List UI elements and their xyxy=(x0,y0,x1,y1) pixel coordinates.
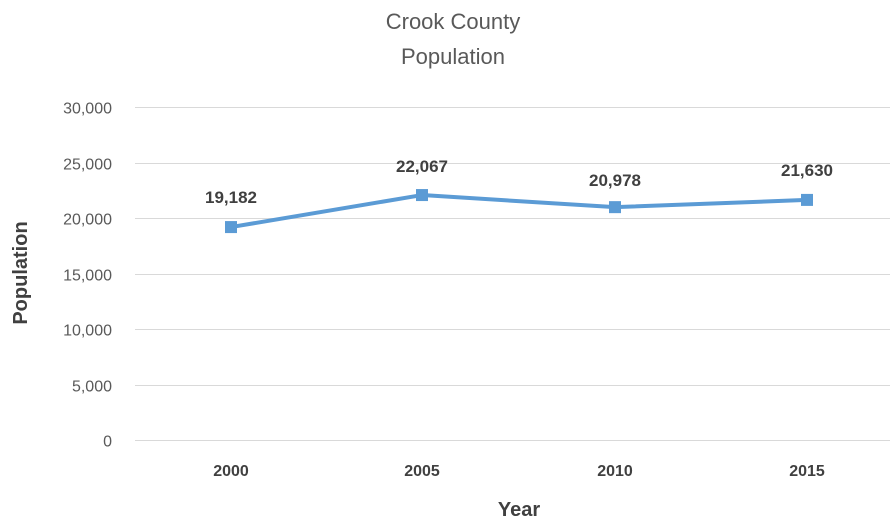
data-label: 20,978 xyxy=(589,171,641,190)
y-tick-label: 10,000 xyxy=(63,323,112,340)
y-tick-label: 20,000 xyxy=(63,212,112,229)
data-labels: 19,182 22,067 20,978 21,630 xyxy=(205,157,833,207)
x-tick-label: 2005 xyxy=(404,463,440,480)
y-tick-label: 30,000 xyxy=(63,101,112,118)
x-axis-ticks: 2000 2005 2010 2015 xyxy=(213,463,825,480)
y-axis-label: Population xyxy=(10,221,32,324)
y-tick-label: 15,000 xyxy=(63,268,112,285)
y-axis-ticks: 0 5,000 10,000 15,000 20,000 25,000 30,000 xyxy=(63,101,112,451)
y-tick-label: 25,000 xyxy=(63,157,112,174)
gridlines xyxy=(135,107,890,441)
chart-title-line-1: Crook County xyxy=(386,9,521,34)
x-tick-label: 2010 xyxy=(597,463,633,480)
data-point-marker xyxy=(801,193,813,206)
data-point-marker xyxy=(225,221,237,234)
series-line xyxy=(229,193,809,230)
data-point-marker xyxy=(609,201,621,214)
y-tick-label: 0 xyxy=(103,434,112,451)
data-label: 21,630 xyxy=(781,161,833,180)
y-tick-label: 5,000 xyxy=(72,379,112,396)
series-population xyxy=(225,189,813,234)
chart-title-line-2: Population xyxy=(401,44,505,69)
data-label: 19,182 xyxy=(205,188,257,207)
x-axis-label: Year xyxy=(498,499,540,521)
x-tick-label: 2000 xyxy=(213,463,249,480)
data-label: 22,067 xyxy=(396,157,448,176)
data-point-marker xyxy=(416,189,428,202)
x-tick-label: 2015 xyxy=(789,463,825,480)
